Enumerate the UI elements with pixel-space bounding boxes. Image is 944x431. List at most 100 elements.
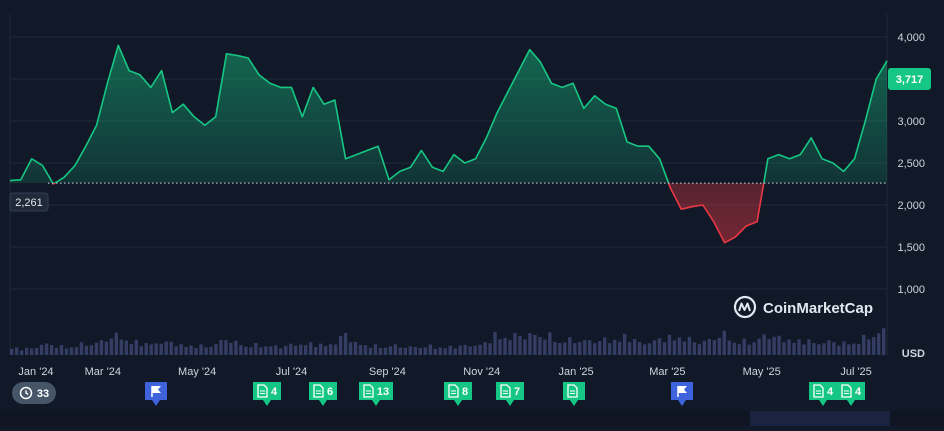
news-marker[interactable]: 4 [809, 382, 837, 406]
volume-bar [109, 338, 114, 355]
volume-bar [393, 344, 398, 355]
volume-bar [24, 347, 29, 355]
volume-bar [538, 337, 542, 355]
navigator-strip[interactable] [0, 411, 944, 426]
volume-bar [179, 344, 183, 355]
news-marker[interactable]: 6 [309, 382, 337, 406]
volume-bar [837, 345, 841, 355]
volume-bar [69, 347, 74, 355]
flag-cloth [152, 386, 161, 393]
volume-bar [682, 341, 687, 355]
volume-bar [154, 343, 158, 355]
news-marker[interactable]: 13 [359, 382, 393, 406]
x-tick-label: Jan '25 [559, 366, 594, 378]
volume-bar [318, 343, 323, 355]
volume-bar [812, 343, 816, 355]
event-flag-marker[interactable] [671, 382, 693, 406]
volume-bar [363, 345, 368, 355]
x-tick-label: Mar '25 [649, 366, 685, 378]
document-icon [567, 384, 578, 398]
news-marker[interactable] [563, 382, 585, 406]
price-area [10, 45, 887, 243]
y-tick-label: 3,000 [897, 116, 925, 128]
history-button[interactable]: 33 [12, 382, 56, 404]
volume-bar [448, 345, 452, 355]
document-outline [448, 384, 459, 398]
volume-bar [593, 343, 597, 355]
volume-bar [787, 339, 791, 355]
volume-bar [797, 339, 801, 355]
volume-bar [518, 335, 522, 355]
volume-bar [667, 334, 672, 355]
document-icon [841, 384, 852, 398]
volume-bar [597, 341, 602, 355]
volume-bar [583, 340, 587, 355]
volume-bar [822, 343, 826, 355]
volume-bar [867, 339, 871, 355]
price-line-down[interactable] [10, 45, 887, 244]
volume-bar [348, 342, 353, 355]
navigator-selection[interactable] [750, 411, 890, 426]
volume-bar [403, 347, 408, 355]
news-marker[interactable]: 4 [253, 382, 281, 406]
news-marker[interactable]: 7 [496, 382, 524, 406]
volume-bar [308, 342, 313, 355]
volume-bar [792, 342, 796, 355]
document-outline [841, 384, 852, 398]
volume-bar [204, 347, 208, 355]
news-marker[interactable]: 8 [444, 382, 472, 406]
price-line-up[interactable] [9, 44, 888, 242]
last-price-label: 3,717 [896, 74, 924, 86]
history-clock-icon [19, 386, 33, 400]
x-tick-label: Nov '24 [463, 366, 500, 378]
volume-bar [573, 343, 577, 355]
volume-bar [368, 347, 373, 355]
volume-bar [398, 347, 403, 355]
document-outline [567, 384, 578, 398]
news-marker[interactable]: 4 [837, 382, 865, 406]
y-axis-unit: USD [902, 348, 925, 360]
volume-bar [249, 347, 253, 355]
volume-bar [707, 338, 712, 355]
volume-bar [802, 344, 806, 355]
y-tick-label: 4,000 [897, 32, 925, 44]
volume-bar [378, 347, 383, 355]
volume-bar [627, 342, 632, 355]
volume-bar [882, 328, 886, 355]
marker-bubble [145, 382, 167, 406]
volume-bar [279, 348, 283, 355]
event-flag-marker[interactable] [145, 382, 167, 406]
document-icon [500, 384, 511, 398]
volume-bar [10, 348, 14, 355]
volume-bar [622, 333, 627, 355]
volume-bar [224, 340, 228, 355]
volume-bar [299, 344, 303, 355]
volume-bar [612, 339, 617, 355]
volume-bar [164, 341, 168, 355]
news-count: 7 [514, 386, 520, 398]
x-axis: Jan '24 Mar '24 May '24 Jul '24 Sep '24 Nov '… [18, 366, 871, 378]
volume-bar [139, 346, 143, 355]
volume-bar [503, 337, 507, 355]
volume-bar [478, 344, 482, 355]
volume-bar [239, 345, 243, 355]
volume-bar [269, 346, 273, 355]
document-outline [813, 384, 824, 398]
volume-bar [144, 343, 148, 355]
volume-bar [244, 346, 248, 355]
brand-name: CoinMarketCap [763, 300, 873, 317]
volume-bar [807, 339, 811, 355]
volume-bar [418, 348, 423, 355]
volume-bar [862, 334, 866, 355]
volume-bar [453, 348, 457, 355]
volume-bar [184, 346, 188, 355]
volume-bar [548, 332, 552, 355]
volume-bar [617, 341, 622, 355]
event-markers[interactable]: 33 4 6 13 8 7 4 4 [12, 382, 865, 406]
price-line[interactable] [9, 44, 888, 244]
volume-bar [877, 333, 881, 355]
volume-bar [428, 344, 432, 355]
news-count: 8 [462, 386, 468, 398]
